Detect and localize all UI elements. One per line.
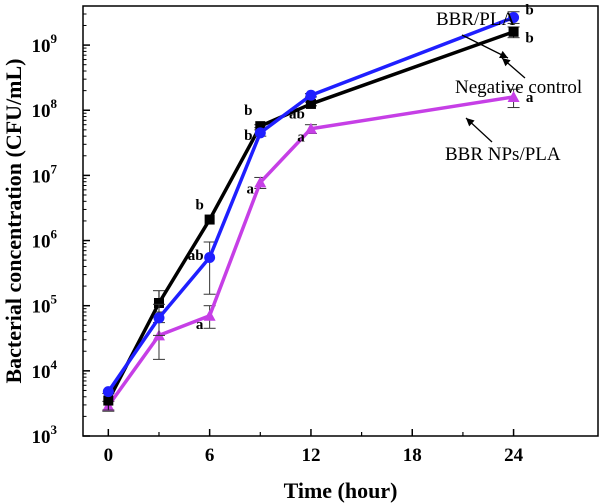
annotation-arrowhead	[466, 118, 475, 127]
y-tick-label: 105	[32, 292, 58, 318]
data-point	[255, 121, 266, 132]
x-tick-label: 24	[504, 445, 524, 466]
significance-label: a	[526, 90, 534, 106]
significance-label: b	[195, 198, 203, 214]
annotation-arrowhead	[499, 50, 508, 58]
x-axis-title: Time (hour)	[284, 478, 398, 503]
data-point	[508, 26, 519, 37]
x-tick-label: 0	[104, 445, 114, 466]
series-line	[106, 95, 514, 407]
series-line	[106, 30, 515, 402]
data-point	[304, 122, 317, 134]
y-tick-exp: 3	[51, 422, 58, 437]
data-point	[254, 127, 266, 139]
data-point	[153, 298, 164, 309]
y-tick-exp: 5	[51, 292, 58, 307]
y-tick-base: 10	[32, 232, 51, 253]
annotation-arrowhead	[502, 58, 511, 67]
x-tick-label: 6	[205, 445, 215, 466]
plot-layer: 0 6 12 18 24103104105106107108109bababbaabab…	[32, 2, 583, 466]
y-tick-base: 10	[32, 36, 51, 57]
y-tick-exp: 6	[51, 227, 58, 242]
data-point	[305, 89, 317, 101]
series-annotation: BBR/PLA	[436, 9, 515, 30]
y-tick-base: 10	[32, 101, 51, 122]
y-tick-label: 109	[32, 31, 58, 57]
data-point	[204, 251, 216, 263]
significance-label: b	[525, 2, 533, 18]
significance-label: b	[525, 30, 533, 46]
significance-label: b	[244, 103, 252, 119]
y-tick-base: 10	[32, 166, 51, 187]
y-tick-base: 10	[32, 297, 51, 318]
annotation-arrow	[461, 34, 509, 59]
data-point	[254, 176, 267, 188]
y-tick-label: 104	[32, 357, 58, 383]
data-point	[508, 12, 520, 24]
series-annotation: Negative control	[455, 77, 582, 98]
y-tick-label: 108	[32, 96, 58, 122]
significance-label: b	[244, 128, 252, 144]
data-point	[103, 395, 114, 406]
data-point	[203, 309, 216, 321]
y-tick-exp: 8	[51, 96, 58, 111]
significance-label: ab	[188, 248, 204, 264]
series-line	[106, 15, 515, 393]
data-point	[204, 214, 215, 225]
x-tick-label: 12	[301, 445, 320, 466]
series-annotation: BBR NPs/PLA	[445, 144, 561, 165]
y-tick-exp: 9	[51, 31, 58, 46]
data-point	[102, 386, 114, 398]
significance-label: a	[247, 181, 255, 197]
y-tick-exp: 4	[51, 357, 58, 372]
series-bbr-nps-pla	[102, 88, 520, 412]
significance-label: a	[297, 129, 305, 145]
y-tick-label: 107	[32, 161, 58, 187]
y-tick-base: 10	[32, 362, 51, 383]
x-tick-label: 18	[403, 445, 422, 466]
series-bbr-pla	[102, 11, 520, 398]
data-point	[305, 98, 316, 109]
series-negative-control	[102, 26, 520, 411]
data-point	[153, 312, 165, 324]
data-point	[507, 90, 520, 102]
significance-label: a	[196, 317, 204, 333]
y-tick-label: 106	[32, 227, 58, 253]
significance-label: ab	[289, 107, 305, 123]
y-tick-label: 103	[32, 422, 58, 448]
plot-frame	[82, 5, 599, 437]
y-tick-base: 10	[32, 427, 51, 448]
y-tick-exp: 7	[51, 161, 58, 176]
y-axis-title: Bacterial concentration (CFU/mL)	[1, 58, 26, 383]
